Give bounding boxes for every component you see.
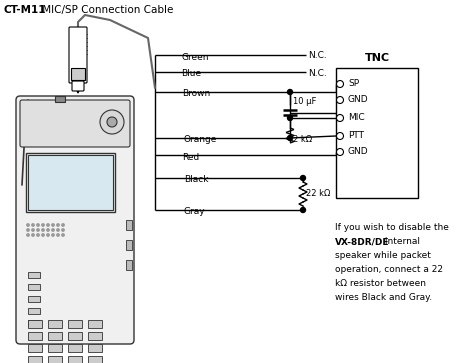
Text: 2 kΩ: 2 kΩ (293, 135, 312, 143)
Circle shape (42, 234, 44, 236)
Circle shape (32, 234, 34, 236)
Circle shape (27, 229, 29, 231)
Text: PTT: PTT (348, 131, 364, 140)
Text: GND: GND (348, 147, 369, 156)
Bar (48, 320, 62, 328)
Circle shape (27, 234, 29, 236)
Text: VX-8DR/DE: VX-8DR/DE (335, 237, 390, 246)
FancyBboxPatch shape (69, 27, 87, 83)
Text: kΩ resistor between: kΩ resistor between (335, 280, 426, 289)
Bar (126, 240, 132, 250)
Circle shape (62, 229, 64, 231)
Circle shape (57, 234, 59, 236)
Text: MIC/SP Connection Cable: MIC/SP Connection Cable (39, 5, 173, 15)
Circle shape (301, 208, 306, 212)
Bar (28, 155, 113, 210)
Circle shape (288, 115, 292, 121)
Bar (68, 344, 82, 352)
Text: Black: Black (184, 175, 208, 184)
Circle shape (57, 229, 59, 231)
Circle shape (52, 229, 54, 231)
Text: 10 μF: 10 μF (293, 98, 316, 106)
Circle shape (337, 97, 344, 103)
Circle shape (27, 224, 29, 226)
Bar (88, 332, 102, 340)
Text: SP: SP (348, 79, 359, 89)
Circle shape (42, 224, 44, 226)
Circle shape (107, 117, 117, 127)
Bar (88, 320, 102, 328)
Circle shape (57, 224, 59, 226)
Text: Gray: Gray (183, 208, 205, 216)
Bar (88, 356, 102, 363)
FancyBboxPatch shape (20, 100, 130, 147)
Circle shape (37, 229, 39, 231)
FancyBboxPatch shape (16, 96, 134, 344)
Bar (28, 272, 40, 278)
Text: Blue: Blue (181, 69, 201, 78)
Bar (28, 344, 42, 352)
Text: operation, connect a 22: operation, connect a 22 (335, 265, 443, 274)
FancyBboxPatch shape (72, 81, 84, 91)
Circle shape (47, 224, 49, 226)
Bar (48, 356, 62, 363)
Circle shape (37, 234, 39, 236)
Bar (71, 68, 85, 80)
Circle shape (337, 148, 344, 155)
Bar (28, 320, 42, 328)
Text: GND: GND (348, 95, 369, 105)
Circle shape (337, 81, 344, 87)
Circle shape (52, 224, 54, 226)
Text: N.C.: N.C. (308, 52, 327, 61)
Circle shape (337, 132, 344, 139)
Circle shape (37, 224, 39, 226)
Text: Orange: Orange (183, 135, 217, 144)
Bar (28, 296, 40, 302)
Text: MIC: MIC (348, 114, 365, 122)
Bar (28, 356, 42, 363)
Text: CT-M11: CT-M11 (4, 5, 46, 15)
Text: wires Black and Gray.: wires Black and Gray. (335, 294, 432, 302)
Text: TNC: TNC (365, 53, 390, 63)
Text: speaker while packet: speaker while packet (335, 252, 431, 261)
Circle shape (52, 234, 54, 236)
Bar (88, 344, 102, 352)
Circle shape (47, 234, 49, 236)
Text: 22 kΩ: 22 kΩ (306, 189, 330, 199)
Bar (68, 320, 82, 328)
Bar (28, 308, 40, 314)
Bar (48, 344, 62, 352)
Circle shape (288, 90, 292, 94)
Circle shape (32, 229, 34, 231)
Circle shape (337, 114, 344, 122)
Bar (68, 332, 82, 340)
Circle shape (32, 224, 34, 226)
Bar (28, 320, 40, 326)
Bar (28, 332, 42, 340)
Text: N.C.: N.C. (308, 69, 327, 77)
Bar (55, 96, 65, 102)
Bar (68, 356, 82, 363)
Bar (126, 260, 132, 270)
Circle shape (301, 175, 306, 180)
Text: internal: internal (382, 237, 420, 246)
Bar (48, 332, 62, 340)
Circle shape (62, 234, 64, 236)
Circle shape (47, 229, 49, 231)
Circle shape (288, 135, 292, 140)
Circle shape (62, 224, 64, 226)
Bar (28, 284, 40, 290)
Bar (126, 220, 132, 230)
Bar (336, 68, 418, 198)
Text: Red: Red (182, 152, 200, 162)
Text: If you wish to disable the: If you wish to disable the (335, 224, 449, 232)
Circle shape (100, 110, 124, 134)
Text: Green: Green (181, 53, 209, 61)
Circle shape (42, 229, 44, 231)
Text: Brown: Brown (182, 90, 210, 98)
Bar (26, 153, 115, 212)
